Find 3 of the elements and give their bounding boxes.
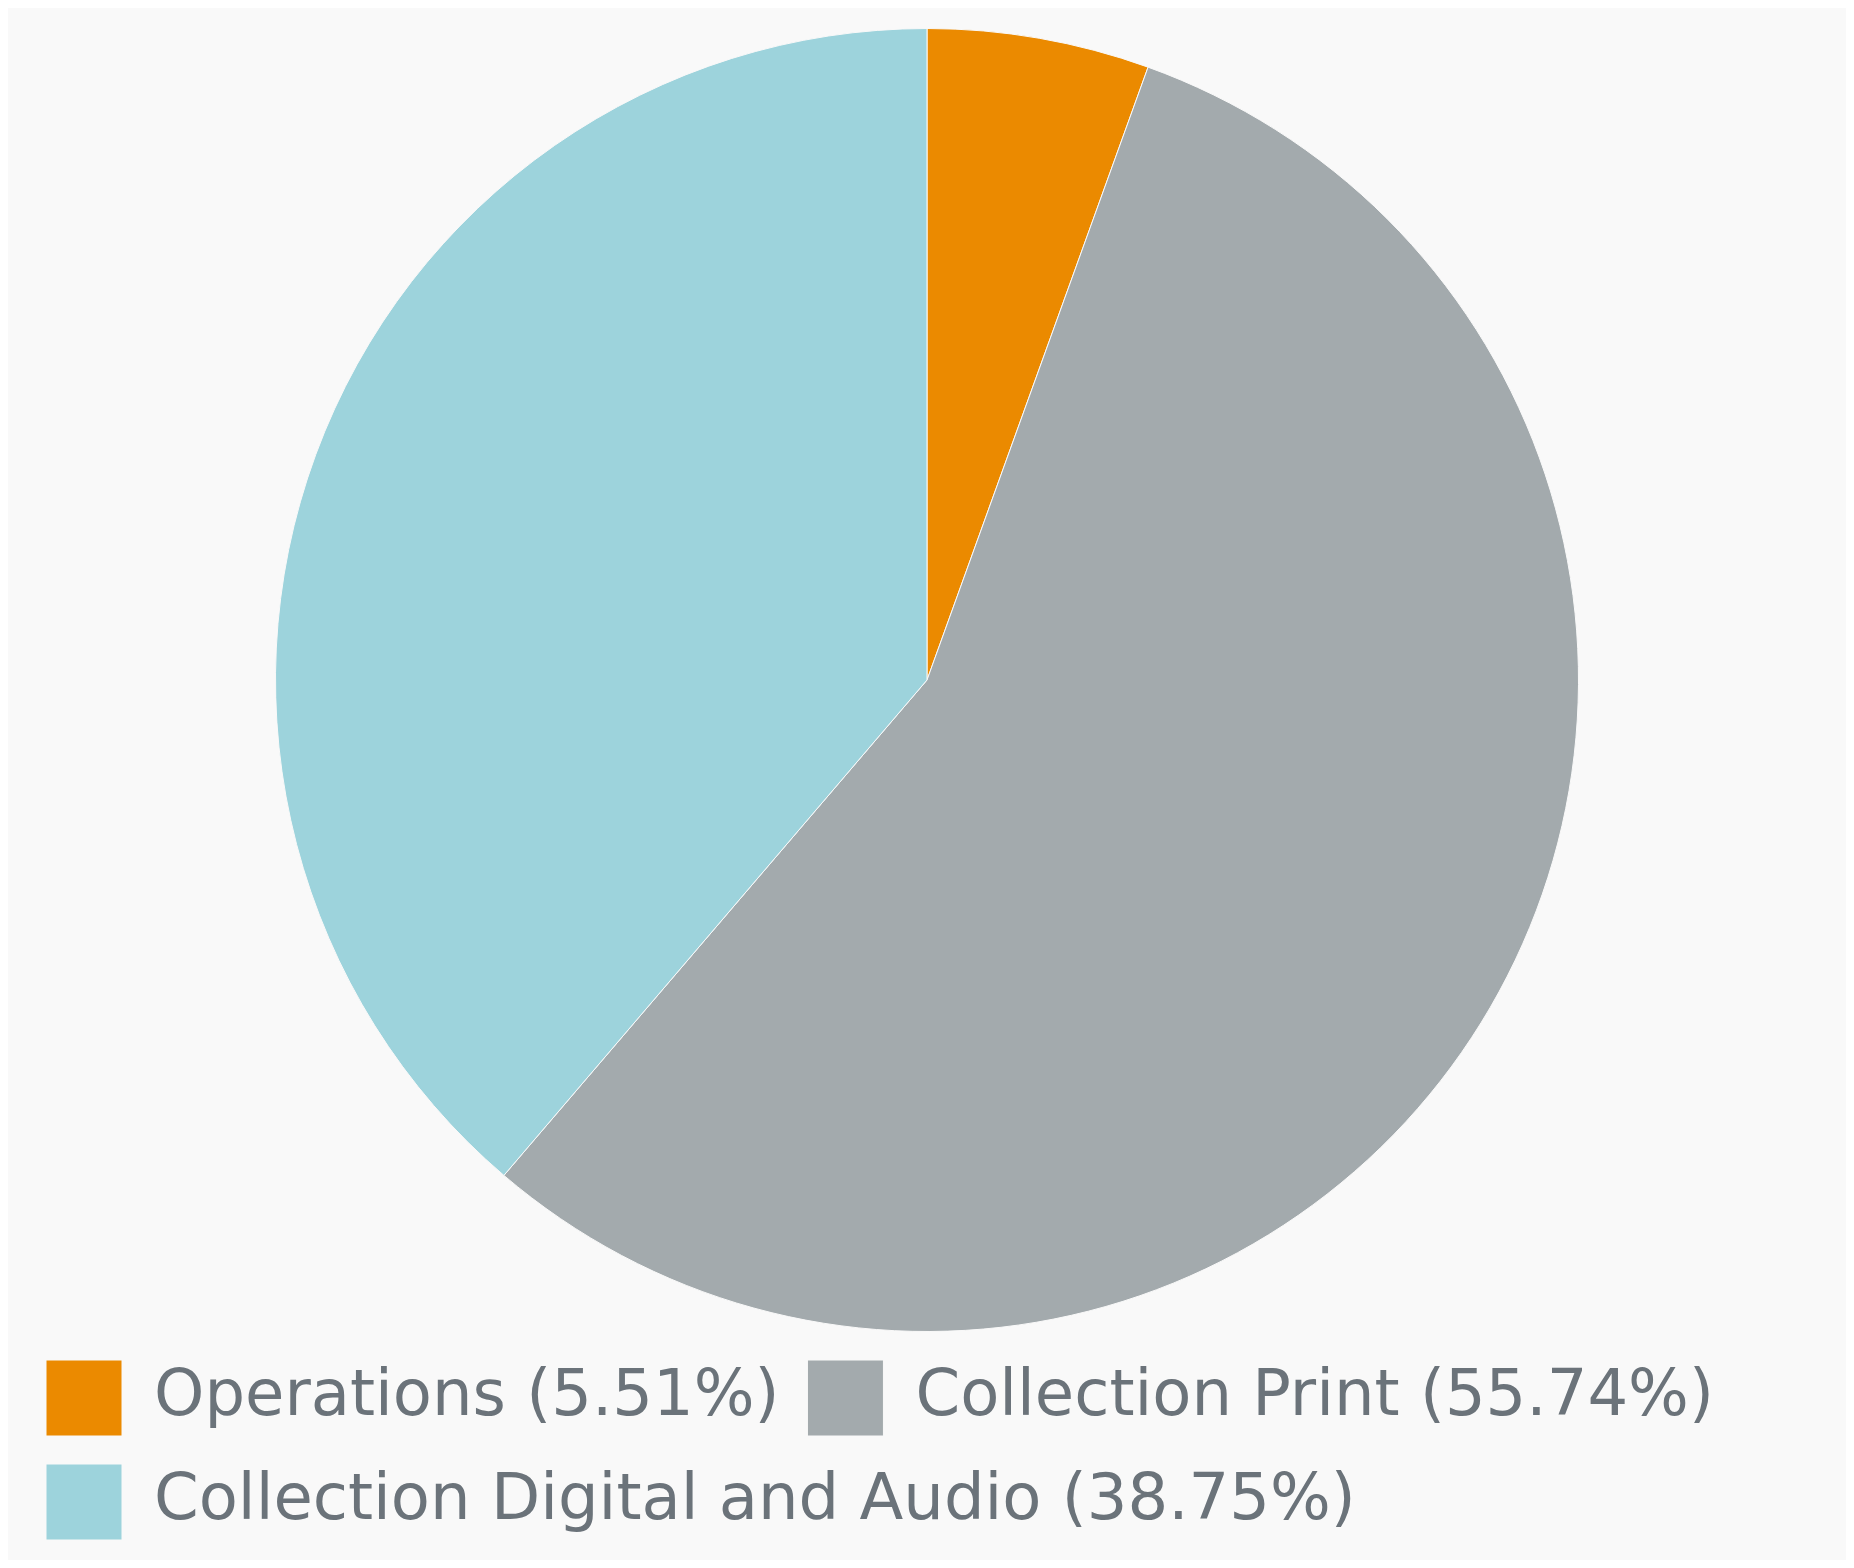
- legend-label: Collection Print (55.74%): [915, 1355, 1714, 1430]
- legend-label: Collection Digital and Audio (38.75%): [154, 1459, 1356, 1534]
- legend-label: Operations (5.51%): [154, 1355, 780, 1430]
